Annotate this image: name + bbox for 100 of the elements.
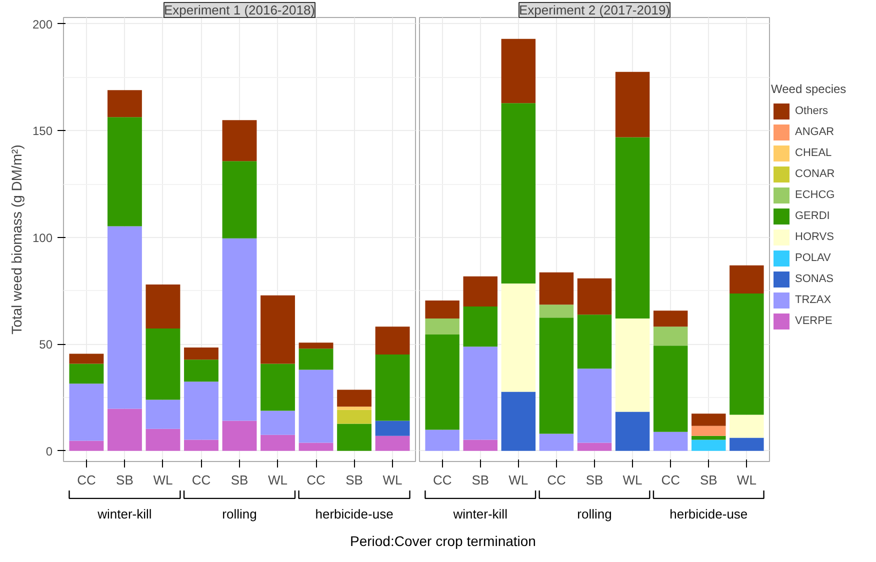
text: rolling xyxy=(577,506,612,522)
bar xyxy=(69,354,104,364)
bar xyxy=(539,318,574,434)
bar xyxy=(463,276,498,307)
legend-title: Weed species xyxy=(771,82,846,96)
bar xyxy=(615,318,650,412)
x-tick-label: SB xyxy=(346,472,363,488)
bar xyxy=(425,430,460,451)
x-tick-label: CC xyxy=(547,472,566,488)
bar xyxy=(260,434,295,451)
legend-label: POLAV xyxy=(795,251,831,266)
legend-label: CONAR xyxy=(795,167,835,182)
bar xyxy=(730,414,764,438)
bar xyxy=(108,117,142,226)
bar xyxy=(146,400,180,429)
legend-label: VERPE xyxy=(795,314,832,329)
bar xyxy=(539,272,574,305)
x-tick-label: WL xyxy=(153,472,173,488)
bar xyxy=(463,306,498,347)
x-tick-label: WL xyxy=(508,472,528,488)
bar xyxy=(375,420,410,436)
bar xyxy=(653,432,688,451)
bar xyxy=(730,438,764,451)
bar xyxy=(730,294,764,415)
bar xyxy=(577,442,612,451)
legend-label: SONAS xyxy=(795,272,834,287)
bar xyxy=(501,38,536,104)
y-tick-label: 150 xyxy=(32,124,53,138)
bar xyxy=(425,300,460,318)
bar xyxy=(108,90,142,118)
x-tick-label: CC xyxy=(432,472,452,488)
bar xyxy=(692,426,726,436)
bar xyxy=(108,408,142,451)
bar xyxy=(653,310,688,327)
x-tick-label: SB xyxy=(230,472,248,488)
bar xyxy=(108,226,142,409)
bar xyxy=(375,354,410,421)
x-tick-label: SB xyxy=(116,472,134,488)
bar xyxy=(501,103,536,284)
bar xyxy=(222,420,257,451)
x-tick-label: CC xyxy=(661,472,680,488)
bar xyxy=(692,436,726,440)
bar xyxy=(69,384,104,441)
bar xyxy=(260,295,295,364)
bar xyxy=(146,428,180,451)
text: winter-kill xyxy=(96,506,152,522)
bar xyxy=(425,334,460,430)
x-tick-label: WL xyxy=(736,472,756,488)
bar xyxy=(653,346,688,432)
bar xyxy=(730,265,764,294)
legend-label: GERDI xyxy=(795,209,830,224)
bar xyxy=(615,412,650,451)
bar xyxy=(337,410,372,424)
bar xyxy=(463,440,498,451)
bar xyxy=(615,137,650,318)
bar xyxy=(692,440,726,451)
bar xyxy=(539,304,574,318)
y-tick-label: 200 xyxy=(32,17,53,32)
chart-title: Experiment 2 (2017-2019) xyxy=(518,2,670,18)
text: herbicide-use xyxy=(670,506,748,522)
x-tick-label: SB xyxy=(472,472,490,488)
x-tick-label: CC xyxy=(77,472,96,488)
text: rolling xyxy=(222,506,257,522)
chart-title: Experiment 1 (2016-2018) xyxy=(164,2,316,18)
x-tick-label: CC xyxy=(192,472,211,488)
bar xyxy=(577,278,612,315)
legend-label: ECHCG xyxy=(795,188,835,203)
bar xyxy=(653,326,688,346)
bar xyxy=(69,440,104,451)
bar xyxy=(692,414,726,426)
bar xyxy=(222,238,257,421)
bar xyxy=(337,390,372,407)
bar xyxy=(577,314,612,369)
bar xyxy=(577,368,612,443)
bar xyxy=(184,382,218,440)
bar xyxy=(260,410,295,435)
x-axis-title: Period:Cover crop termination xyxy=(350,532,536,551)
x-tick-label: WL xyxy=(382,472,402,488)
bar xyxy=(539,434,574,451)
bar xyxy=(298,342,334,349)
bar xyxy=(337,406,372,410)
bar xyxy=(375,436,410,451)
y-axis-title: Total weed biomass (g DM/m²) xyxy=(8,144,24,334)
text: herbicide-use xyxy=(315,506,394,522)
bar xyxy=(298,442,334,451)
bar xyxy=(298,370,334,443)
bar xyxy=(615,72,650,138)
bar xyxy=(222,161,257,238)
bar xyxy=(146,284,180,329)
bar xyxy=(337,424,372,451)
bar xyxy=(146,328,180,400)
x-tick-label: SB xyxy=(586,472,604,488)
y-tick-label: 100 xyxy=(32,230,53,245)
y-tick-label: 0 xyxy=(46,444,53,458)
bar xyxy=(222,120,257,162)
x-tick-label: WL xyxy=(268,472,288,488)
bar xyxy=(260,364,295,411)
bar xyxy=(425,318,460,334)
legend-label: ANGAR xyxy=(795,125,834,140)
bar xyxy=(184,360,218,382)
